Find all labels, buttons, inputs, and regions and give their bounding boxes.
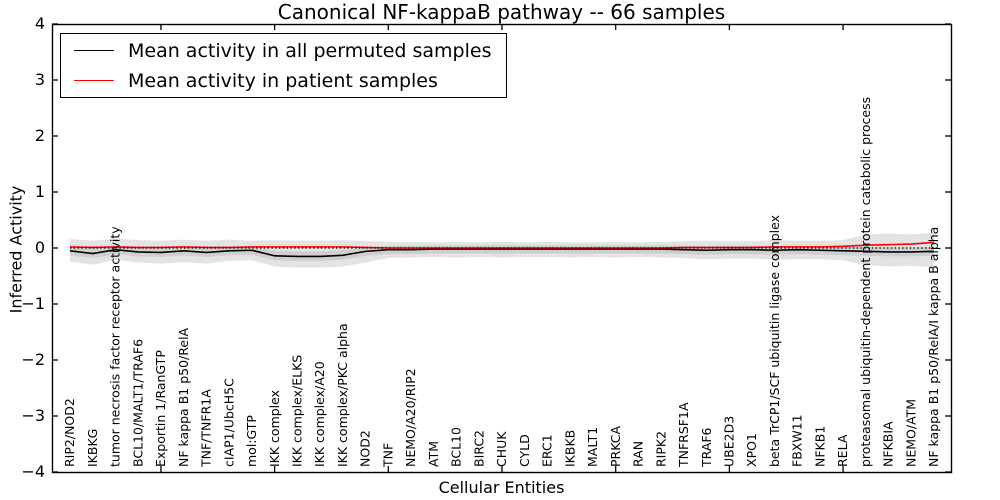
x-category-label: TNFRSF1A: [676, 402, 691, 468]
y-tick-label: 0: [35, 238, 45, 257]
x-category-label: NFKB1: [812, 426, 827, 467]
y-tick-label: −4: [21, 462, 45, 481]
patient-line-swatch-icon: [74, 80, 114, 81]
legend-label-patient: Mean activity in patient samples: [128, 69, 438, 92]
legend-entry-permuted: Mean activity in all permuted samples: [74, 38, 506, 64]
x-category-label: RIP2/NOD2: [62, 398, 77, 467]
x-axis-title: Cellular Entities: [438, 478, 565, 497]
x-category-label: TRAF6: [699, 427, 714, 468]
x-category-label: CYLD: [517, 434, 532, 467]
y-tick-label: 1: [35, 182, 45, 201]
x-category-label: FBXW11: [790, 414, 805, 467]
y-tick-label: −2: [21, 350, 45, 369]
x-category-label: TNF: [380, 443, 395, 468]
x-category-label: XPO1: [744, 433, 759, 467]
x-category-label: cIAP1/UbcH5C: [221, 378, 236, 467]
x-category-label: mol:GTP: [244, 415, 259, 467]
x-category-label: IKK complex/A20: [312, 361, 327, 467]
x-category-label: NEMO/ATM: [903, 399, 918, 467]
legend: Mean activity in all permuted samples Me…: [60, 33, 507, 98]
y-tick-label: −3: [21, 406, 45, 425]
x-category-label: NEMO/A20/RIP2: [403, 368, 418, 467]
y-tick-label: 3: [35, 70, 45, 89]
x-category-label: IKK complex/PKC alpha: [335, 323, 350, 467]
x-category-label: ERC1: [540, 434, 555, 467]
x-category-label: NF kappa B1 p50/RelA/I kappa B alpha: [926, 227, 941, 467]
x-category-label: PRKCA: [608, 426, 623, 467]
chart-title: Canonical NF-kappaB pathway -- 66 sample…: [277, 0, 726, 24]
x-category-label: ATM: [426, 441, 441, 467]
x-category-label: NF kappa B1 p50/RelA: [176, 327, 191, 467]
x-category-label: IKK complex: [267, 390, 282, 467]
x-category-label: beta TrCP1/SCF ubiquitin ligase complex: [767, 215, 782, 467]
x-category-label: Exportin 1/RanGTP: [153, 350, 168, 467]
legend-entry-patient: Mean activity in patient samples: [74, 68, 506, 94]
y-tick-label: 4: [35, 14, 45, 33]
x-category-label: RELA: [835, 434, 850, 467]
y-axis-title: Inferred Activity: [6, 185, 26, 314]
x-category-label: TNF/TNFR1A: [199, 389, 214, 468]
x-category-label: IKBKG: [85, 429, 100, 467]
x-category-label: NFKBIA: [881, 421, 896, 467]
x-category-label: NOD2: [358, 430, 373, 467]
x-category-label: BCL10: [449, 427, 464, 467]
x-category-label: CHUK: [494, 431, 509, 467]
x-category-label: UBE2D3: [721, 416, 736, 467]
x-category-label: tumor necrosis factor receptor activity: [108, 226, 123, 467]
permuted-line-swatch-icon: [74, 50, 114, 51]
patient-mean-line: [69, 241, 935, 249]
x-category-label: BIRC2: [471, 430, 486, 467]
x-category-label: proteasomal ubiquitin-dependent protein …: [858, 97, 873, 467]
x-category-label: IKK complex/ELKS: [289, 355, 304, 467]
x-category-label: IKBKB: [562, 430, 577, 467]
y-tick-label: −1: [21, 294, 45, 313]
legend-label-permuted: Mean activity in all permuted samples: [128, 39, 492, 62]
x-category-label: MALT1: [585, 427, 600, 467]
x-category-label: BCL10/MALT1/TRAF6: [130, 339, 145, 467]
x-category-label: RIPK2: [653, 431, 668, 467]
confidence-band-permuted-range-inner: [70, 245, 934, 261]
y-tick-label: 2: [35, 126, 45, 145]
x-category-label: RAN: [631, 441, 646, 467]
permuted-mean-line: [69, 248, 935, 258]
